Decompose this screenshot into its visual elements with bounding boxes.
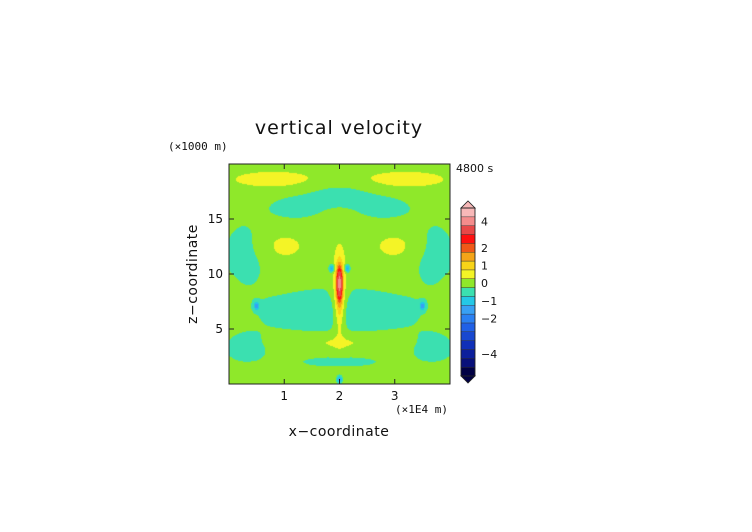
colorbar-swatch <box>460 340 476 350</box>
colorbar-swatch <box>460 296 476 306</box>
colorbar-max-arrow <box>460 200 476 209</box>
colorbar-swatch <box>460 243 476 253</box>
colorbar-swatch <box>460 313 476 324</box>
colorbar-tick-label: 1 <box>481 259 488 272</box>
colorbar-swatch <box>460 358 476 368</box>
colorbar-swatch <box>460 349 476 359</box>
colorbar-swatch <box>460 366 476 377</box>
y-unit-label: (×1000 m) <box>168 140 228 153</box>
x-tick-label: 2 <box>336 389 344 403</box>
colorbar-swatch <box>460 287 476 297</box>
colorbar-min-arrow <box>460 375 476 384</box>
plot-area <box>229 164 450 384</box>
colorbar-swatch <box>460 322 476 332</box>
colorbar-swatch <box>460 331 476 341</box>
y-axis: 5 10 15 <box>208 212 450 336</box>
colorbar-swatch <box>460 225 476 235</box>
colorbar-tick-label: 0 <box>481 277 488 290</box>
colorbar-frame <box>460 207 476 377</box>
colorbar-swatch <box>460 269 476 279</box>
colorbar-swatch <box>460 305 476 315</box>
y-tick-label: 10 <box>208 267 223 281</box>
contour-field <box>229 164 450 384</box>
colorbar-swatch <box>460 278 476 288</box>
y-tick-label: 5 <box>215 322 223 336</box>
x-tick-label: 3 <box>391 389 399 403</box>
colorbar-swatch <box>460 234 476 244</box>
x-axis-label: x−coordinate <box>289 424 390 440</box>
colorbar-tick-label: −2 <box>481 313 497 326</box>
colorbar-tick-label: 2 <box>481 242 488 255</box>
colorbar-tick-label: 4 <box>481 215 488 228</box>
colorbar-swatch <box>460 260 476 271</box>
y-axis-label: z−coordinate <box>185 224 201 324</box>
colorbar-swatch <box>460 207 476 218</box>
x-axis: 1 2 3 <box>280 164 399 403</box>
y-tick-label: 15 <box>208 212 223 226</box>
time-label: 4800 s <box>456 162 493 175</box>
colorbar-tick-label: −4 <box>481 348 497 361</box>
colorbar-tick-label: −1 <box>481 295 497 308</box>
x-tick-label: 1 <box>280 389 288 403</box>
chart-title: vertical velocity <box>255 117 423 139</box>
colorbar: 4 2 1 0 −1 −2 −4 <box>460 200 497 384</box>
x-unit-label: (×1E4 m) <box>395 403 448 416</box>
colorbar-swatch <box>460 216 476 226</box>
colorbar-swatch <box>460 252 476 262</box>
